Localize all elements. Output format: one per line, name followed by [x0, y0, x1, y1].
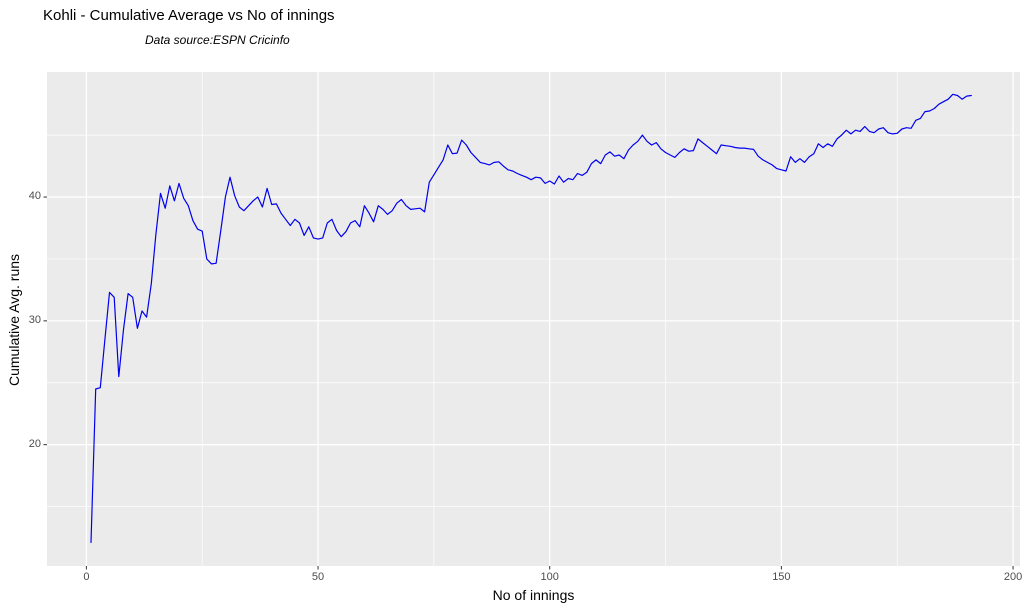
- y-axis-title: Cumulative Avg. runs: [6, 253, 22, 387]
- x-tick-label: 100: [540, 571, 559, 583]
- series-line: [90, 93, 972, 544]
- y-tick-label: 30: [28, 313, 41, 326]
- x-axis-title: No of innings: [492, 587, 575, 603]
- chart-title: Kohli - Cumulative Average vs No of inni…: [43, 7, 335, 24]
- y-tick-label: 40: [28, 190, 41, 203]
- chart-subtitle: Data source:ESPN Cricinfo: [145, 33, 290, 47]
- x-tick-label: 0: [83, 571, 90, 583]
- x-tick-label: 50: [311, 571, 325, 583]
- x-tick-label: 200: [1003, 571, 1023, 583]
- panel-background: [47, 72, 1020, 566]
- y-tick-label: 20: [28, 437, 41, 450]
- x-tick-label: 150: [772, 571, 791, 583]
